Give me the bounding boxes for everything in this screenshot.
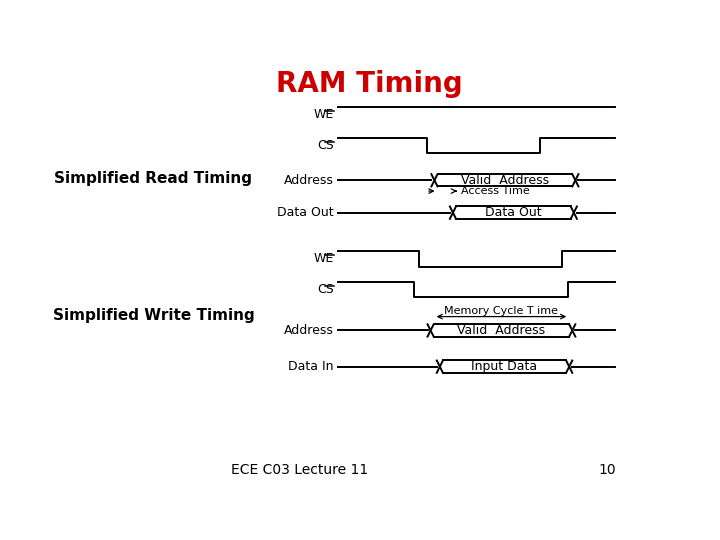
Text: ECE C03 Lecture 11: ECE C03 Lecture 11 [231, 463, 369, 477]
Text: WE: WE [313, 252, 333, 265]
Text: WE: WE [313, 109, 333, 122]
Text: Simplified Write Timing: Simplified Write Timing [53, 308, 254, 322]
Text: Address: Address [284, 174, 333, 187]
Text: Data Out: Data Out [485, 206, 541, 219]
Text: Data In: Data In [288, 360, 333, 373]
Text: RAM Timing: RAM Timing [276, 70, 462, 98]
Text: Simplified Read Timing: Simplified Read Timing [55, 171, 253, 186]
Text: CS: CS [317, 139, 333, 152]
Text: 10: 10 [599, 463, 616, 477]
Text: Valid  Address: Valid Address [461, 174, 549, 187]
Text: Memory Cycle T ime: Memory Cycle T ime [444, 306, 559, 316]
Text: Data Out: Data Out [277, 206, 333, 219]
Text: Valid  Address: Valid Address [457, 324, 546, 337]
Text: Input Data: Input Data [472, 360, 538, 373]
Text: CS: CS [317, 283, 333, 296]
Text: Address: Address [284, 324, 333, 337]
Text: Access Time: Access Time [461, 186, 529, 196]
